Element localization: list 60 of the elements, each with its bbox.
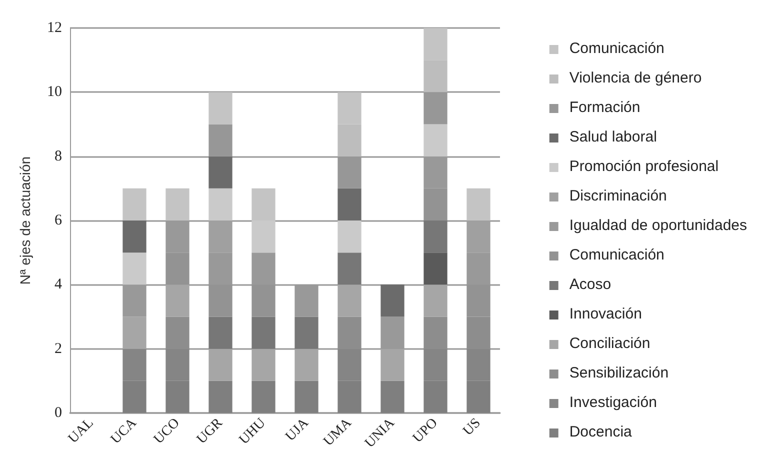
bar [424, 284, 448, 317]
legend-label: Acoso [569, 276, 612, 293]
bar [380, 348, 404, 381]
bar [122, 188, 146, 220]
bar [208, 156, 232, 188]
y-tick-label: 4 [54, 276, 62, 293]
legend-label: Discriminación [569, 188, 667, 204]
bar [294, 380, 318, 413]
bar [208, 92, 232, 124]
y-tick-label: 2 [54, 340, 62, 357]
x-tick-label: UCA [108, 416, 140, 448]
x-tick-label: UAL [66, 416, 97, 447]
x-tick-label: UCO [151, 416, 183, 448]
legend-label: Comunicación [569, 246, 664, 264]
legend-label: Investigación [569, 394, 657, 411]
legend-label: Salud laboral [569, 128, 657, 146]
legend-label: Comunicación [569, 40, 664, 57]
bar [208, 316, 232, 349]
bar [380, 284, 404, 317]
bar [122, 220, 146, 253]
x-tick-label: UPO [410, 416, 441, 446]
bar [252, 380, 276, 413]
y-tick-label: 8 [54, 148, 62, 164]
x-tick-label: UJA [283, 416, 312, 444]
bar [338, 220, 362, 253]
x-tick-label: UGR [194, 415, 226, 448]
bar [208, 380, 232, 413]
bar [252, 348, 276, 381]
legend-label: Sensibilización [569, 364, 669, 382]
bar [208, 124, 232, 156]
bar [424, 252, 448, 285]
bar [380, 380, 404, 413]
bar [252, 316, 276, 349]
legend-label: Formación [569, 99, 640, 116]
legend-label: Violencia de género [569, 70, 702, 86]
legend-label: Innovación [569, 306, 642, 322]
bar [294, 316, 318, 349]
legend-label: Igualdad de oportunidades [569, 217, 748, 234]
bar [166, 188, 190, 220]
y-tick-label: 12 [47, 20, 62, 36]
y-tick-label: 0 [54, 405, 62, 421]
y-axis-title: Nª ejes de actuación [17, 156, 33, 285]
bar [122, 252, 146, 285]
bar [122, 316, 146, 349]
legend-label: Promoción profesional [569, 158, 719, 175]
bar [466, 188, 490, 220]
y-tick-label: 10 [47, 84, 62, 100]
bar [208, 348, 232, 381]
bar [424, 124, 448, 156]
y-tick-label: 6 [54, 212, 62, 228]
bar [424, 220, 448, 253]
x-tick-label: US [460, 416, 484, 439]
bar [208, 188, 232, 220]
bar [166, 284, 190, 317]
legend-label: Docencia [569, 424, 633, 440]
bar [294, 348, 318, 381]
legend-label: Conciliación [569, 335, 650, 352]
bar [338, 284, 362, 317]
bar [338, 252, 362, 285]
bar [338, 188, 362, 220]
